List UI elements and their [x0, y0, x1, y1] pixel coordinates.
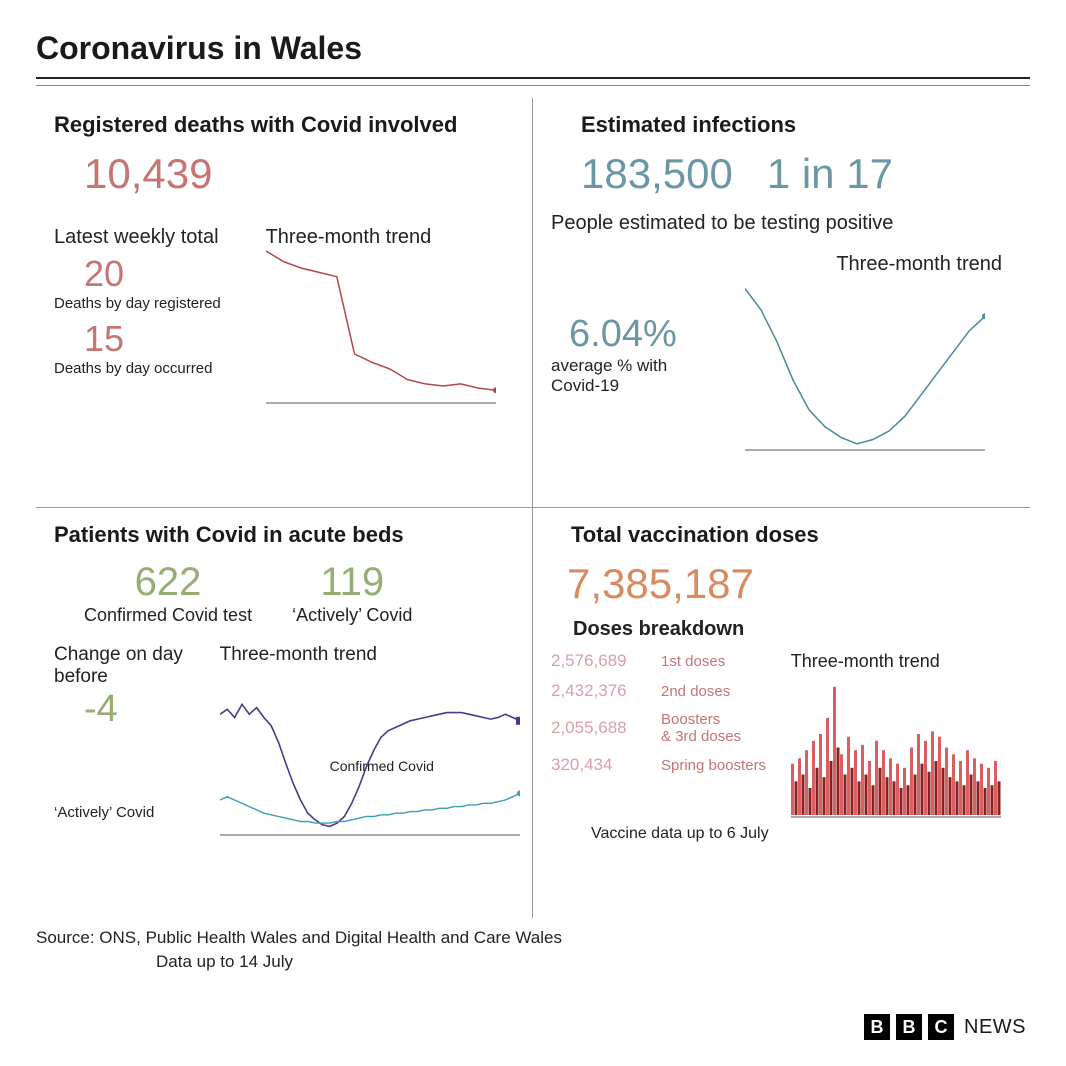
panel-infections: Estimated infections 183,500 1 in 17 Peo…: [533, 98, 1030, 508]
vacc-breakdown-title: Doses breakdown: [573, 618, 1012, 641]
vacc-breakdown-value: 320,434: [551, 755, 651, 775]
patients-title: Patients with Covid in acute beds: [54, 522, 514, 548]
deaths-title: Registered deaths with Covid involved: [54, 112, 514, 138]
divider-thin: [36, 85, 1030, 86]
deaths-trend-label: Three-month trend: [266, 226, 514, 249]
infections-trend-chart: [745, 276, 985, 456]
patients-actively-label: ‘Actively’ Covid: [292, 605, 412, 626]
vacc-breakdown-value: 2,432,376: [551, 681, 651, 701]
infections-pct: 6.04%: [569, 313, 745, 356]
patients-confirmed-label: Confirmed Covid test: [84, 605, 252, 626]
deaths-trend-chart: [266, 249, 496, 409]
deaths-total: 10,439: [84, 150, 514, 198]
infections-subtitle: People estimated to be testing positive: [551, 212, 1012, 235]
deaths-weekly-value: 20: [84, 253, 266, 295]
patients-trend-chart: [220, 666, 520, 839]
vacc-breakdown-list: 2,576,689 1st doses 2,432,376 2nd doses 2,05…: [551, 651, 791, 821]
vacc-breakdown-label: Spring boosters: [661, 757, 766, 774]
vacc-breakdown-row: 2,576,689 1st doses: [551, 651, 791, 671]
vacc-total: 7,385,187: [567, 560, 1012, 608]
vacc-breakdown-row: 320,434 Spring boosters: [551, 755, 791, 775]
bbc-b1: B: [864, 1014, 890, 1040]
patients-actively-series-label: ‘Actively’ Covid: [54, 804, 220, 821]
infections-title: Estimated infections: [581, 112, 1012, 138]
footer: Source: ONS, Public Health Wales and Dig…: [36, 928, 1030, 972]
deaths-weekly-label: Latest weekly total: [54, 226, 266, 249]
bbc-c: C: [928, 1014, 954, 1040]
patients-confirmed-value: 622: [135, 560, 202, 605]
bbc-news-text: NEWS: [964, 1016, 1026, 1039]
vacc-bars-chart: [791, 680, 1001, 821]
vacc-trend-label: Three-month trend: [791, 651, 1012, 672]
bbc-b2: B: [896, 1014, 922, 1040]
patients-actively-value: 119: [320, 560, 384, 605]
vacc-breakdown-value: 2,576,689: [551, 651, 651, 671]
vacc-note: Vaccine data up to 6 July: [591, 825, 1012, 843]
infections-estimate: 183,500: [581, 150, 733, 198]
deaths-by-registered: Deaths by day registered: [54, 295, 266, 312]
bbc-logo: B B C NEWS: [864, 1014, 1026, 1040]
footer-date: Data up to 14 July: [156, 952, 1030, 972]
patients-confirmed-series-label: Confirmed Covid: [330, 758, 434, 774]
vacc-breakdown-label: 2nd doses: [661, 683, 730, 700]
infections-ratio: 1 in 17: [767, 150, 893, 198]
deaths-occurred-value: 15: [84, 318, 266, 360]
vacc-breakdown-label: 1st doses: [661, 653, 725, 670]
footer-source: Source: ONS, Public Health Wales and Dig…: [36, 928, 1030, 948]
vacc-breakdown-value: 2,055,688: [551, 718, 651, 738]
infections-trend-label: Three-month trend: [745, 253, 1012, 276]
vacc-title: Total vaccination doses: [571, 522, 1012, 548]
main-title: Coronavirus in Wales: [36, 30, 1030, 67]
deaths-by-occurred: Deaths by day occurred: [54, 360, 266, 377]
patients-change-label: Change on day before: [54, 644, 220, 688]
vacc-breakdown-row: 2,055,688 Boosters & 3rd doses: [551, 711, 791, 745]
vacc-breakdown-row: 2,432,376 2nd doses: [551, 681, 791, 701]
patients-trend-label: Three-month trend: [220, 644, 514, 666]
panel-deaths: Registered deaths with Covid involved 10…: [36, 98, 533, 508]
vacc-breakdown-label: Boosters & 3rd doses: [661, 711, 741, 745]
panel-patients: Patients with Covid in acute beds 622 Co…: [36, 508, 533, 918]
divider-thick: [36, 77, 1030, 79]
infections-pct-label2: Covid-19: [551, 376, 745, 396]
dashboard-grid: Registered deaths with Covid involved 10…: [36, 98, 1030, 918]
infections-pct-label1: average % with: [551, 356, 745, 376]
panel-vaccinations: Total vaccination doses 7,385,187 Doses …: [533, 508, 1030, 918]
patients-change-value: -4: [84, 688, 220, 731]
